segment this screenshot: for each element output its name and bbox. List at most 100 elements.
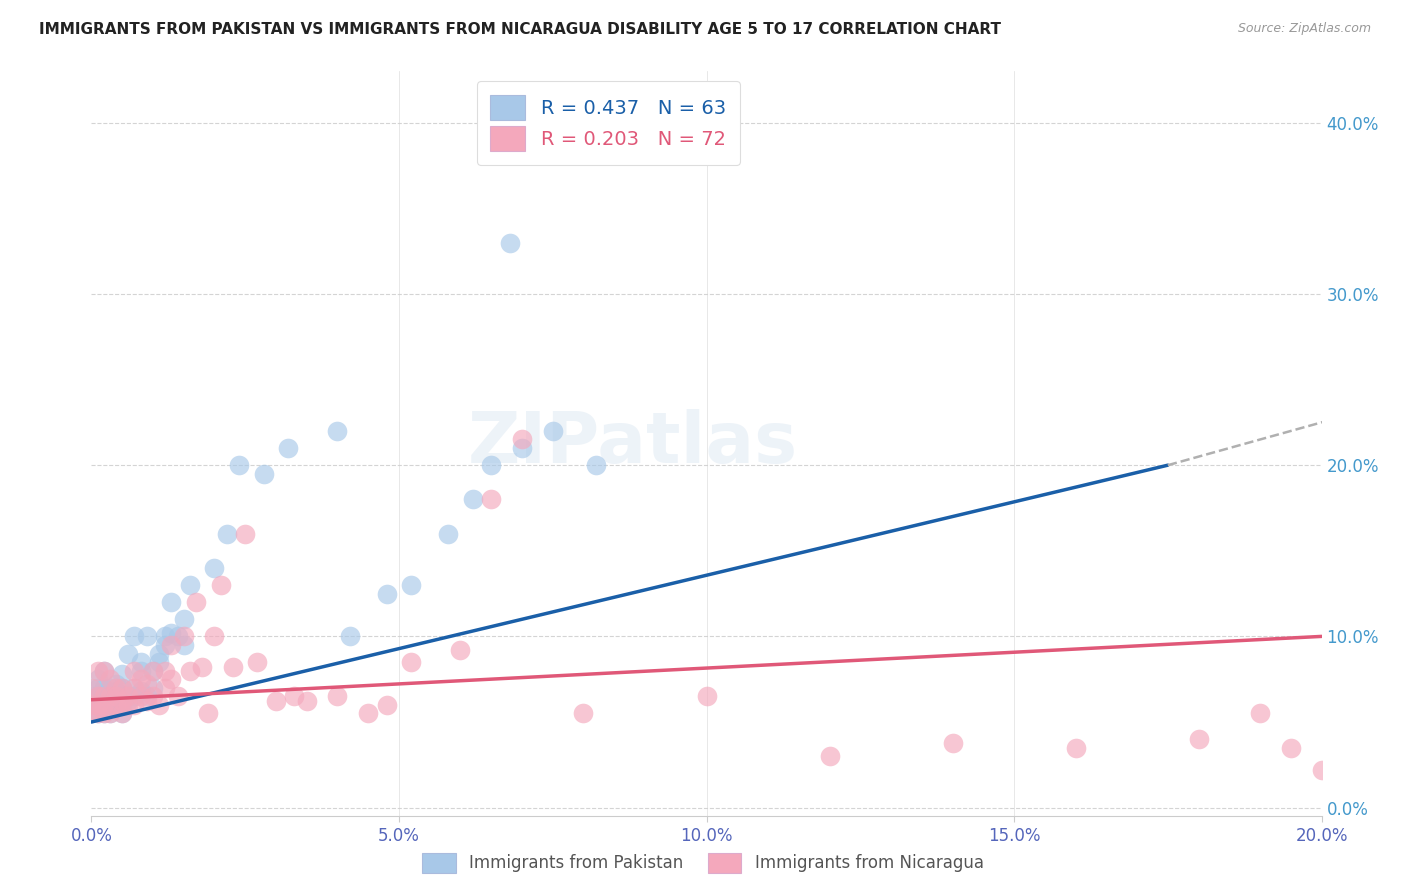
Point	[98, 672, 121, 686]
Point	[148, 698, 170, 712]
Point	[111, 706, 134, 721]
Point	[166, 690, 188, 704]
Point	[86, 698, 108, 712]
Point	[117, 698, 139, 712]
Point	[1249, 706, 1271, 721]
Point	[93, 690, 115, 704]
Point	[111, 667, 134, 681]
Point	[399, 655, 422, 669]
Point	[166, 629, 188, 643]
Point	[124, 698, 146, 712]
Point	[326, 690, 349, 704]
Point	[179, 578, 201, 592]
Point	[129, 664, 152, 678]
Point	[222, 660, 245, 674]
Point	[124, 681, 146, 695]
Point	[142, 681, 165, 695]
Point	[399, 578, 422, 592]
Point	[153, 629, 177, 643]
Point	[124, 629, 146, 643]
Point	[942, 735, 965, 749]
Point	[93, 690, 115, 704]
Point	[93, 706, 115, 721]
Point	[135, 690, 157, 704]
Point	[202, 629, 225, 643]
Point	[98, 706, 121, 721]
Point	[142, 664, 165, 678]
Point	[253, 467, 276, 481]
Point	[153, 638, 177, 652]
Legend: Immigrants from Pakistan, Immigrants from Nicaragua: Immigrants from Pakistan, Immigrants fro…	[416, 847, 990, 880]
Point	[437, 526, 460, 541]
Point	[449, 643, 471, 657]
Point	[160, 626, 183, 640]
Point	[86, 706, 108, 721]
Point	[375, 698, 398, 712]
Point	[191, 660, 214, 674]
Point	[124, 664, 146, 678]
Point	[339, 629, 361, 643]
Text: ZIPatlas: ZIPatlas	[468, 409, 797, 478]
Point	[326, 424, 349, 438]
Point	[197, 706, 219, 721]
Point	[105, 698, 127, 712]
Point	[1403, 714, 1406, 729]
Point	[173, 638, 195, 652]
Point	[93, 698, 115, 712]
Point	[111, 681, 134, 695]
Point	[818, 749, 841, 764]
Point	[357, 706, 380, 721]
Point	[479, 458, 502, 472]
Point	[93, 706, 115, 721]
Point	[93, 664, 115, 678]
Point	[375, 586, 398, 600]
Point	[202, 561, 225, 575]
Point	[111, 706, 134, 721]
Point	[80, 681, 103, 695]
Point	[86, 672, 108, 686]
Point	[142, 664, 165, 678]
Point	[80, 706, 103, 721]
Point	[86, 664, 108, 678]
Point	[98, 698, 121, 712]
Point	[105, 684, 127, 698]
Point	[129, 655, 152, 669]
Point	[1341, 706, 1364, 721]
Point	[86, 690, 108, 704]
Legend: R = 0.437   N = 63, R = 0.203   N = 72: R = 0.437 N = 63, R = 0.203 N = 72	[477, 81, 740, 165]
Point	[233, 526, 256, 541]
Point	[173, 629, 195, 643]
Point	[80, 698, 103, 712]
Point	[86, 706, 108, 721]
Point	[111, 694, 134, 708]
Point	[86, 698, 108, 712]
Point	[209, 578, 232, 592]
Point	[129, 672, 152, 686]
Point	[173, 612, 195, 626]
Point	[142, 690, 165, 704]
Point	[283, 690, 305, 704]
Point	[541, 424, 564, 438]
Point	[160, 672, 183, 686]
Point	[117, 694, 139, 708]
Point	[105, 677, 127, 691]
Point	[93, 698, 115, 712]
Point	[86, 690, 108, 704]
Point	[179, 664, 201, 678]
Point	[148, 647, 170, 661]
Point	[105, 690, 127, 704]
Point	[510, 433, 533, 447]
Point	[160, 638, 183, 652]
Point	[105, 698, 127, 712]
Point	[111, 681, 134, 695]
Point	[98, 681, 121, 695]
Point	[111, 690, 134, 704]
Point	[498, 235, 520, 250]
Point	[93, 664, 115, 678]
Point	[86, 681, 108, 695]
Point	[215, 526, 238, 541]
Point	[135, 629, 157, 643]
Point	[129, 690, 152, 704]
Point	[80, 690, 103, 704]
Point	[184, 595, 207, 609]
